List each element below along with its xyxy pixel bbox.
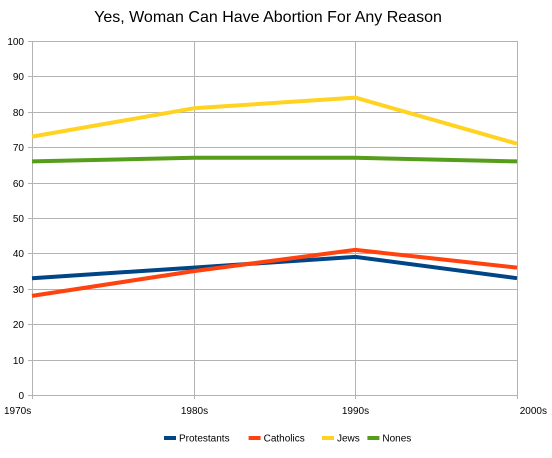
legend-label: Jews <box>337 434 360 445</box>
y-tick-label: 40 <box>13 249 25 260</box>
y-tick-label: 90 <box>13 72 25 83</box>
y-tick-label: 50 <box>13 214 25 225</box>
y-tick-label: 0 <box>18 391 24 402</box>
y-tick-label: 20 <box>13 320 25 331</box>
legend-label: Catholics <box>264 434 305 445</box>
y-tick-labels: 0 10 20 30 40 50 60 70 80 90 100 <box>7 37 24 402</box>
legend-item-jews: Jews <box>322 434 360 445</box>
legend-item-nones: Nones <box>367 434 411 445</box>
legend-item-catholics: Catholics <box>248 434 305 445</box>
y-tick-label: 80 <box>13 108 25 119</box>
legend: Protestants Catholics Jews Nones <box>164 434 411 445</box>
chart-title: Yes, Woman Can Have Abortion For Any Rea… <box>94 9 442 26</box>
legend-label: Nones <box>382 434 411 445</box>
y-tick-label: 30 <box>13 285 25 296</box>
y-tick-label: 100 <box>7 37 24 48</box>
series-line-jews <box>31 95 518 146</box>
series-line-catholics <box>31 247 518 298</box>
x-tick-label: 2000s <box>520 406 547 417</box>
legend-label: Protestants <box>179 434 230 445</box>
x-tick-label: 1970s <box>4 406 31 417</box>
x-tick-labels: 1970s 1980s 1990s 2000s <box>4 406 547 417</box>
x-tick-label: 1990s <box>342 406 369 417</box>
y-tick-label: 10 <box>13 356 25 367</box>
y-tick-label: 60 <box>13 179 25 190</box>
x-tick-label: 1980s <box>181 406 208 417</box>
series-lines <box>31 95 518 298</box>
series-line-nones <box>31 155 518 164</box>
legend-item-protestants: Protestants <box>164 434 230 445</box>
y-tick-label: 70 <box>13 143 25 154</box>
gridlines <box>28 41 518 399</box>
